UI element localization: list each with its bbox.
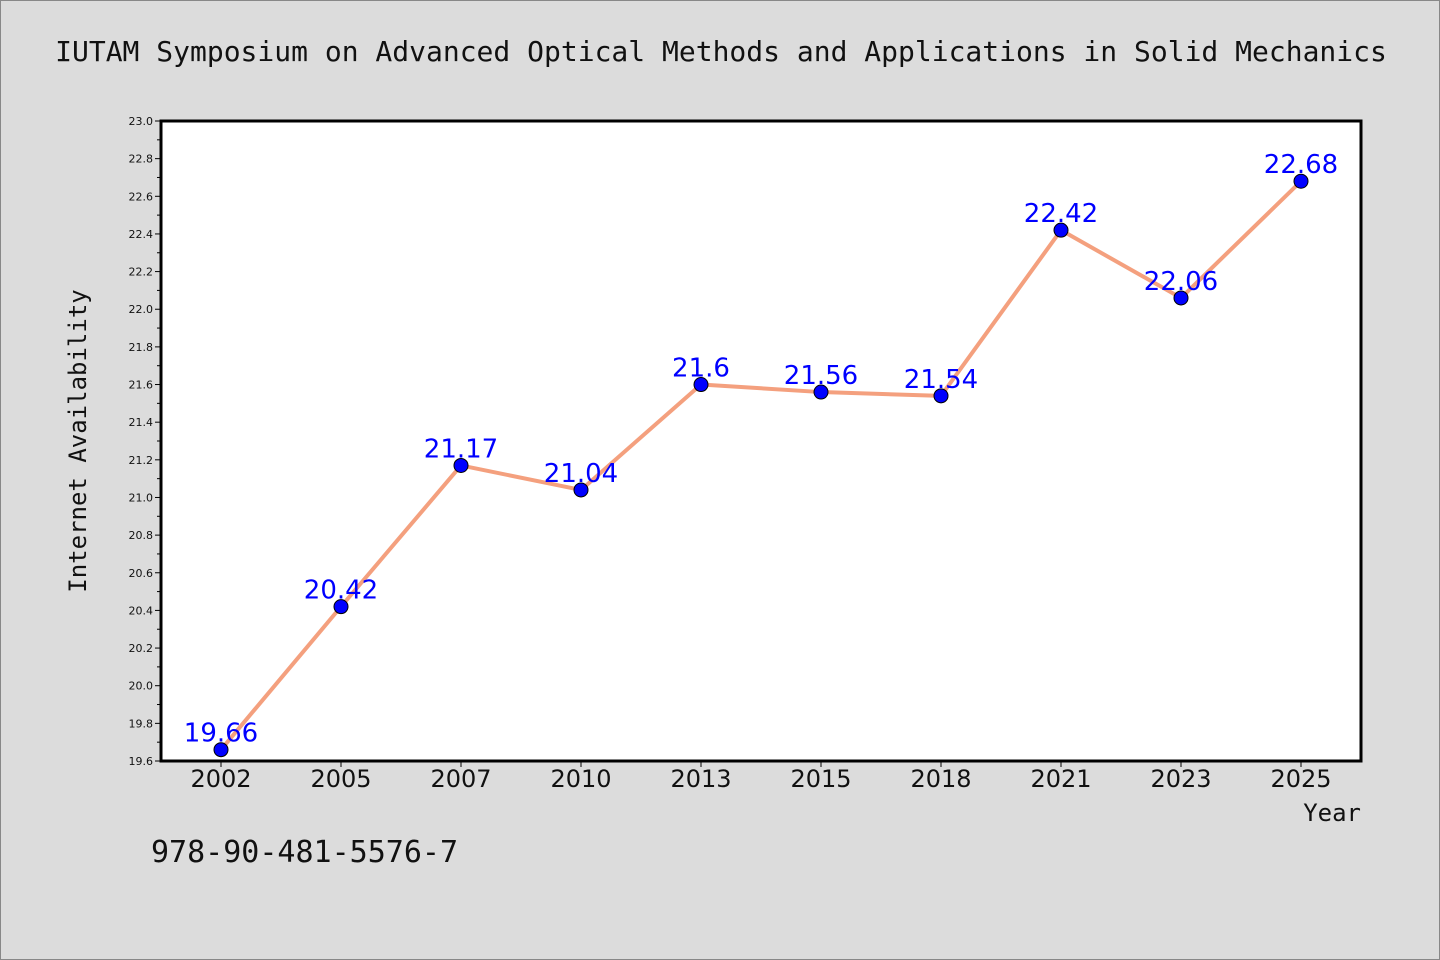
y-tick-label: 22.6: [129, 190, 154, 203]
x-tick-label: 2005: [310, 765, 371, 793]
data-label: 22.42: [1024, 199, 1098, 229]
data-label: 21.04: [544, 459, 618, 489]
y-tick-label: 20.6: [129, 567, 154, 580]
x-tick-label: 2002: [190, 765, 251, 793]
data-label: 21.17: [424, 434, 498, 464]
y-tick-label: 21.0: [129, 491, 154, 504]
data-point: [693, 377, 709, 393]
y-tick-label: 22.2: [129, 266, 154, 279]
data-label: 19.66: [184, 719, 258, 749]
y-tick-label: 20.0: [129, 680, 154, 693]
y-tick-label: 19.8: [129, 717, 154, 730]
x-tick-label: 2010: [550, 765, 611, 793]
y-tick-label: 20.2: [129, 642, 154, 655]
x-tick-label: 2025: [1270, 765, 1331, 793]
x-tick-label: 2018: [910, 765, 971, 793]
y-tick-label: 23.0: [129, 115, 154, 128]
x-tick-label: 2023: [1150, 765, 1211, 793]
y-tick-label: 22.4: [129, 228, 154, 241]
x-tick-label: 2021: [1030, 765, 1091, 793]
data-point: [933, 388, 949, 404]
data-label: 22.06: [1144, 267, 1218, 297]
chart-title: IUTAM Symposium on Advanced Optical Meth…: [55, 35, 1387, 68]
y-tick-label: 22.0: [129, 303, 154, 316]
data-label: 21.54: [904, 365, 978, 395]
y-axis-label: Internet Availability: [64, 289, 92, 592]
x-axis-label: Year: [1303, 799, 1361, 827]
x-tick-label: 2013: [670, 765, 731, 793]
y-tick-label: 21.8: [129, 341, 154, 354]
data-point: [1173, 290, 1189, 306]
y-tick-label: 21.6: [129, 379, 154, 392]
data-point: [813, 384, 829, 400]
data-point: [333, 599, 349, 615]
y-tick-label: 21.4: [129, 416, 154, 429]
data-label: 21.6: [672, 354, 730, 384]
data-label: 20.42: [304, 576, 378, 606]
y-tick-label: 20.4: [129, 604, 154, 617]
plot-area: [159, 119, 1363, 763]
y-tick-label: 20.8: [129, 529, 154, 542]
y-tick-label: 21.2: [129, 454, 154, 467]
data-point: [453, 457, 469, 473]
data-label: 21.56: [784, 361, 858, 391]
data-point: [213, 742, 229, 758]
data-point: [573, 482, 589, 498]
data-point: [1053, 222, 1069, 238]
data-label: 22.68: [1264, 150, 1338, 180]
y-tick-label: 22.8: [129, 153, 154, 166]
x-tick-label: 2007: [430, 765, 491, 793]
data-point: [1293, 173, 1309, 189]
isbn-code: 978-90-481-5576-7: [151, 835, 459, 870]
y-tick-label: 19.6: [129, 755, 154, 768]
series-line: [219, 179, 1303, 751]
x-tick-label: 2015: [790, 765, 851, 793]
